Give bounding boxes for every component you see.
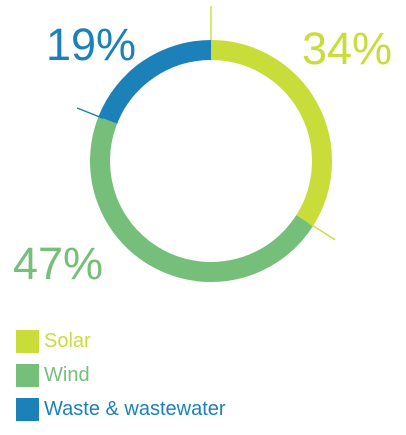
leader-line-2 bbox=[308, 222, 336, 241]
legend: Solar Wind Waste & wastewater bbox=[16, 326, 396, 428]
legend-swatch-solar bbox=[16, 329, 39, 353]
legend-swatch-wind bbox=[16, 363, 39, 387]
slice-solar bbox=[210, 40, 332, 226]
slice-wind bbox=[90, 116, 314, 282]
legend-item-waste-wastewater: Waste & wastewater bbox=[16, 394, 396, 424]
data-label-solar: 34% bbox=[302, 23, 392, 74]
data-label-wind: 47% bbox=[13, 238, 103, 289]
legend-label-waste-wastewater: Waste & wastewater bbox=[44, 398, 226, 420]
legend-label-wind: Wind bbox=[44, 364, 90, 386]
slice-waste-wastewater bbox=[98, 40, 212, 125]
legend-label-solar: Solar bbox=[44, 330, 91, 352]
data-label-waste-wastewater: 19% bbox=[46, 19, 136, 70]
legend-item-wind: Wind bbox=[16, 360, 396, 390]
legend-swatch-waste-wastewater bbox=[16, 397, 39, 421]
leader-line-3 bbox=[76, 107, 104, 119]
legend-item-solar: Solar bbox=[16, 326, 396, 356]
